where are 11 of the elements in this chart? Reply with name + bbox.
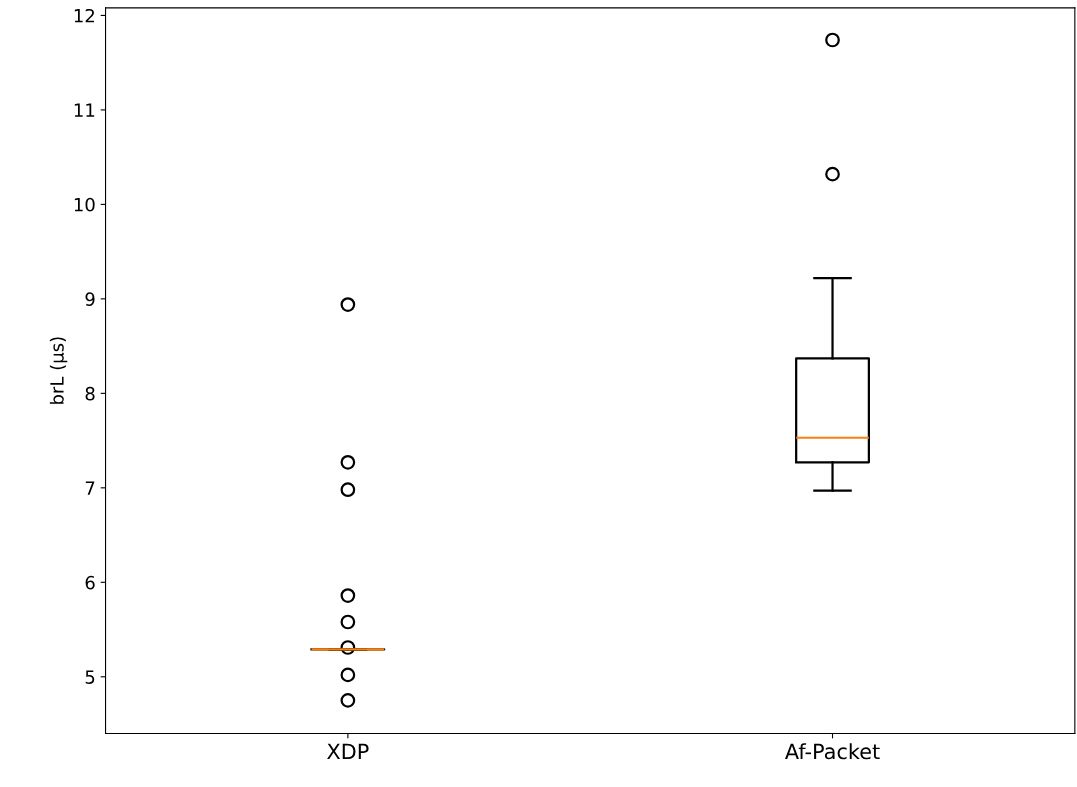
y-tick-label: 10 bbox=[74, 197, 95, 212]
x-tick-label: XDP bbox=[327, 743, 369, 760]
y-tick-label: 11 bbox=[74, 103, 95, 117]
x-tick-label: Af-Packet bbox=[785, 743, 880, 760]
y-tick-label: 6 bbox=[85, 575, 95, 590]
y-tick-label: 7 bbox=[85, 481, 95, 495]
y-tick-label: 5 bbox=[85, 670, 95, 684]
y-tick-label: 12 bbox=[74, 8, 95, 23]
y-tick-label: 9 bbox=[85, 292, 95, 306]
y-tick-label: 8 bbox=[85, 386, 95, 401]
y-axis-title: brL (µs) bbox=[49, 337, 68, 404]
